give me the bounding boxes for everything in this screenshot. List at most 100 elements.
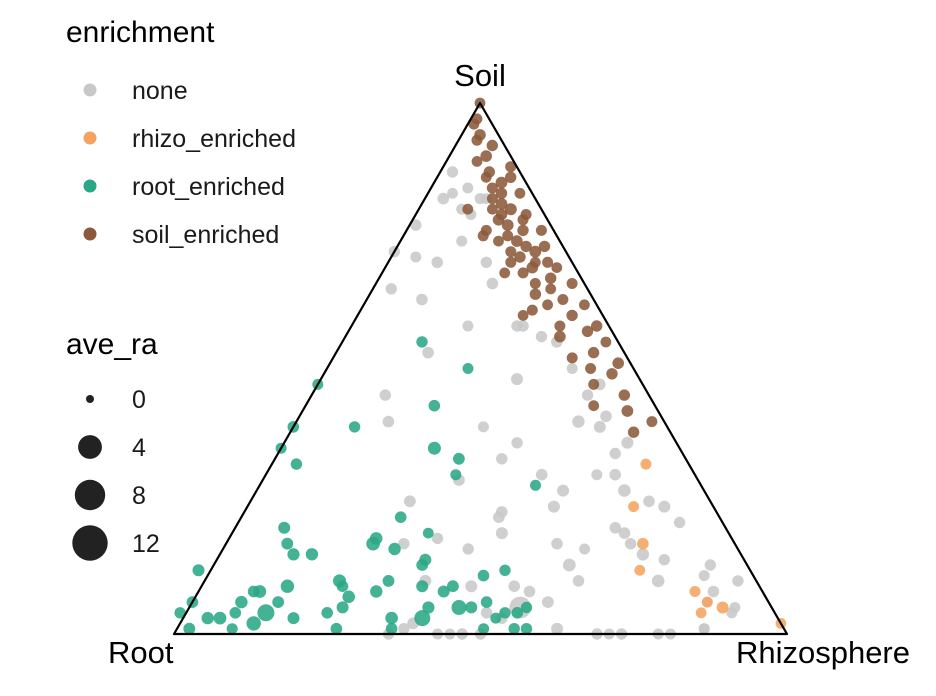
point-rhizo_enriched	[634, 564, 646, 576]
point-none	[698, 570, 710, 582]
point-soil_enriched	[627, 426, 640, 438]
point-root_enriched	[480, 596, 493, 608]
point-soil_enriched	[486, 193, 498, 205]
point-none	[382, 415, 395, 428]
point-root_enriched	[321, 607, 334, 619]
point-root_enriched	[235, 595, 248, 609]
point-none	[698, 623, 710, 635]
legend-key-none	[83, 83, 97, 97]
point-none	[636, 548, 650, 561]
point-none	[542, 596, 554, 608]
point-none	[551, 537, 563, 550]
point-root_enriched	[427, 441, 441, 455]
point-soil_enriched	[505, 161, 517, 173]
point-soil_enriched	[600, 336, 612, 348]
point-root_enriched	[247, 585, 260, 598]
point-root_enriched	[422, 601, 435, 614]
size-legend-title: ave_ra	[66, 328, 158, 361]
point-root_enriched	[451, 600, 467, 615]
point-soil_enriched	[487, 203, 498, 215]
size-legend-key-4	[78, 435, 102, 459]
point-none	[600, 410, 612, 423]
legend-key-rhizo_enriched	[83, 131, 97, 145]
point-soil_enriched	[557, 294, 569, 305]
point-none	[410, 219, 422, 231]
point-soil_enriched	[502, 230, 514, 242]
point-root_enriched	[478, 623, 490, 635]
point-soil_enriched	[520, 209, 532, 220]
point-rhizo_enriched	[640, 458, 652, 470]
point-none	[643, 495, 655, 508]
point-soil_enriched	[471, 156, 483, 167]
point-soil_enriched	[566, 278, 578, 289]
point-soil_enriched	[486, 139, 498, 152]
point-none	[732, 575, 744, 587]
point-root_enriched	[174, 607, 186, 619]
point-none	[618, 484, 631, 497]
point-none	[707, 585, 720, 598]
point-root_enriched	[499, 607, 511, 619]
point-soil_enriched	[501, 219, 514, 232]
point-none	[517, 320, 529, 332]
legend-key-root_enriched	[83, 179, 97, 193]
point-none	[535, 468, 548, 481]
point-soil_enriched	[535, 224, 547, 236]
legend-label-rhizo_enriched: rhizo_enriched	[132, 125, 296, 153]
point-soil_enriched	[495, 198, 508, 210]
point-root_enriched	[278, 521, 291, 534]
axis-label-rhizosphere: Rhizosphere	[736, 635, 910, 670]
point-root_enriched	[342, 590, 356, 604]
point-soil_enriched	[505, 246, 517, 258]
point-none	[593, 420, 606, 433]
point-none	[437, 192, 450, 205]
size-legend-label-8: 8	[132, 482, 146, 510]
point-none	[480, 256, 492, 268]
legend-label-soil_enriched: soil_enriched	[132, 221, 279, 249]
point-soil_enriched	[471, 134, 483, 146]
point-root_enriched	[330, 622, 343, 635]
point-root_enriched	[385, 622, 398, 635]
point-root_enriched	[447, 580, 459, 593]
point-soil_enriched	[566, 309, 578, 322]
point-none	[496, 506, 508, 518]
point-soil_enriched	[542, 256, 554, 268]
point-soil_enriched	[542, 299, 553, 311]
point-root_enriched	[382, 575, 395, 587]
point-none	[551, 622, 564, 635]
point-none	[495, 527, 508, 540]
point-none	[609, 468, 621, 481]
point-rhizo_enriched	[637, 537, 649, 550]
point-root_enriched	[414, 610, 431, 627]
point-root_enriched	[465, 601, 478, 614]
size-legend-label-12: 12	[132, 530, 160, 558]
point-soil_enriched	[612, 357, 624, 370]
point-rhizo_enriched	[695, 607, 707, 619]
point-root_enriched	[453, 452, 465, 465]
point-root_enriched	[416, 559, 429, 571]
point-soil_enriched	[499, 267, 511, 279]
ternary-triangle-frame	[172, 101, 789, 636]
point-none	[535, 330, 548, 343]
point-soil_enriched	[480, 150, 493, 162]
point-root_enriched	[416, 580, 429, 593]
size-legend-key-0	[86, 395, 94, 403]
point-root_enriched	[490, 612, 502, 624]
point-root_enriched	[462, 363, 474, 374]
point-root_enriched	[336, 580, 349, 592]
legend: enrichment none rhizo_enriched root_enrich…	[66, 16, 296, 561]
point-soil_enriched	[566, 352, 578, 364]
point-root_enriched	[226, 623, 238, 635]
point-soil_enriched	[554, 330, 566, 343]
point-soil_enriched	[493, 235, 504, 247]
point-none	[465, 580, 478, 593]
point-root_enriched	[499, 564, 511, 576]
point-none	[658, 500, 671, 513]
point-none	[562, 558, 576, 572]
point-none	[385, 283, 397, 295]
point-rhizo_enriched	[716, 601, 729, 614]
point-soil_enriched	[554, 320, 566, 332]
point-soil_enriched	[529, 288, 542, 300]
point-none	[431, 256, 444, 269]
point-none	[410, 251, 422, 263]
point-soil_enriched	[529, 278, 541, 289]
